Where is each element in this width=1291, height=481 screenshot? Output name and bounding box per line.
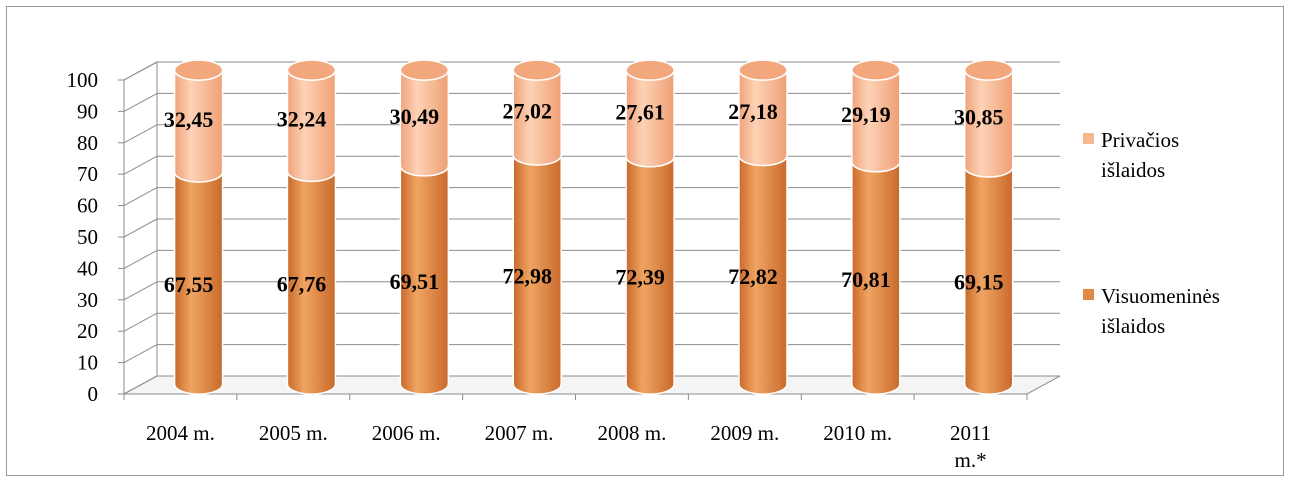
y-tick-label: 100 <box>67 68 99 92</box>
gridline-diagonal <box>123 92 158 112</box>
floor <box>123 375 1061 395</box>
gridline-diagonal <box>123 249 158 269</box>
data-labels: 67,55 32,45 67,76 32,24 69,51 30,49 72,98 27,02… <box>164 99 1004 298</box>
legend-item-privacios: Privačios išlaidos <box>1083 128 1179 182</box>
legend-item-visuomenines: Visuomeninės išlaidos <box>1083 284 1220 338</box>
y-tick-label: 60 <box>77 194 98 218</box>
data-label-visuomenines: 72,82 <box>728 264 778 289</box>
legend-swatch <box>1083 133 1094 144</box>
y-axis: 0 10 20 30 40 50 60 70 80 90 100 <box>67 68 125 406</box>
legend: Privačios išlaidos Visuomeninės išlaidos <box>1083 128 1220 338</box>
gridline-diagonal <box>123 375 158 395</box>
data-label-visuomenines: 72,39 <box>615 264 665 289</box>
x-tick-label: 2006 m. <box>372 421 441 445</box>
bar-top-cap <box>963 59 1014 81</box>
y-tick-label: 30 <box>77 288 98 312</box>
gridline-diagonal <box>123 312 158 332</box>
gridline-diagonal <box>123 344 158 364</box>
x-tick-label: 2011 m.* <box>950 421 991 472</box>
y-tick-label: 20 <box>77 319 98 343</box>
gridlines <box>123 61 1060 395</box>
bar-group <box>963 59 1014 395</box>
legend-swatch <box>1083 289 1094 300</box>
bar-top-cap <box>512 59 562 81</box>
x-tick-label: 2010 m. <box>823 421 892 445</box>
bar-group <box>512 59 562 395</box>
data-label-visuomenines: 69,51 <box>390 269 440 294</box>
y-tick-label: 50 <box>77 225 98 249</box>
gridline-diagonal <box>123 281 158 301</box>
legend-label: Visuomeninės išlaidos <box>1101 284 1220 338</box>
bars <box>173 59 1014 395</box>
data-label-privacios: 29,19 <box>841 102 891 127</box>
bar-top-cap <box>738 59 788 81</box>
bar-group <box>286 59 337 395</box>
data-label-privacios: 32,45 <box>164 107 214 132</box>
bar-top-cap <box>399 59 450 81</box>
data-label-visuomenines: 72,98 <box>502 264 552 289</box>
y-tick-label: 0 <box>88 382 99 406</box>
gridline-diagonal <box>123 155 158 175</box>
gridline-diagonal <box>123 187 158 207</box>
y-tick-label: 90 <box>77 99 98 123</box>
bar-group <box>173 59 224 395</box>
bar-group <box>399 59 450 395</box>
data-label-privacios: 30,49 <box>390 104 440 129</box>
data-label-privacios: 27,18 <box>728 99 778 124</box>
data-label-visuomenines: 69,15 <box>954 270 1004 295</box>
data-label-privacios: 27,02 <box>502 99 552 124</box>
gridline-diagonal <box>123 218 158 238</box>
gridline-diagonal <box>123 61 158 81</box>
gridline-diagonal <box>123 124 158 144</box>
bar-group <box>851 59 901 395</box>
x-axis: 2004 m. 2005 m. 2006 m. 2007 m. 2008 m. 2009 … <box>123 393 1028 472</box>
x-tick-label: 2004 m. <box>146 421 215 445</box>
x-tick-label: 2007 m. <box>485 421 554 445</box>
y-tick-label: 10 <box>77 351 98 375</box>
data-label-privacios: 27,61 <box>615 99 665 124</box>
x-tick-label: 2009 m. <box>710 421 779 445</box>
data-label-privacios: 32,24 <box>277 107 327 132</box>
bar-top-cap <box>286 59 337 81</box>
legend-label: Privačios išlaidos <box>1101 128 1179 182</box>
y-tick-label: 70 <box>77 162 98 186</box>
data-label-privacios: 30,85 <box>954 105 1004 130</box>
data-label-visuomenines: 67,55 <box>164 272 214 297</box>
bar-group <box>738 59 788 395</box>
y-tick-label: 80 <box>77 131 98 155</box>
bar-top-cap <box>851 59 901 81</box>
y-tick-label: 40 <box>77 256 98 280</box>
data-label-visuomenines: 70,81 <box>841 267 891 292</box>
chart-frame: 0 10 20 30 40 50 60 70 80 90 100 2004 m. 2005 m. 200… <box>6 6 1284 476</box>
bar-top-cap <box>625 59 675 81</box>
data-label-visuomenines: 67,76 <box>277 272 327 297</box>
bar-top-cap <box>173 59 224 81</box>
bar-group <box>625 59 675 395</box>
x-tick-label: 2008 m. <box>598 421 667 445</box>
x-tick-label: 2005 m. <box>259 421 328 445</box>
